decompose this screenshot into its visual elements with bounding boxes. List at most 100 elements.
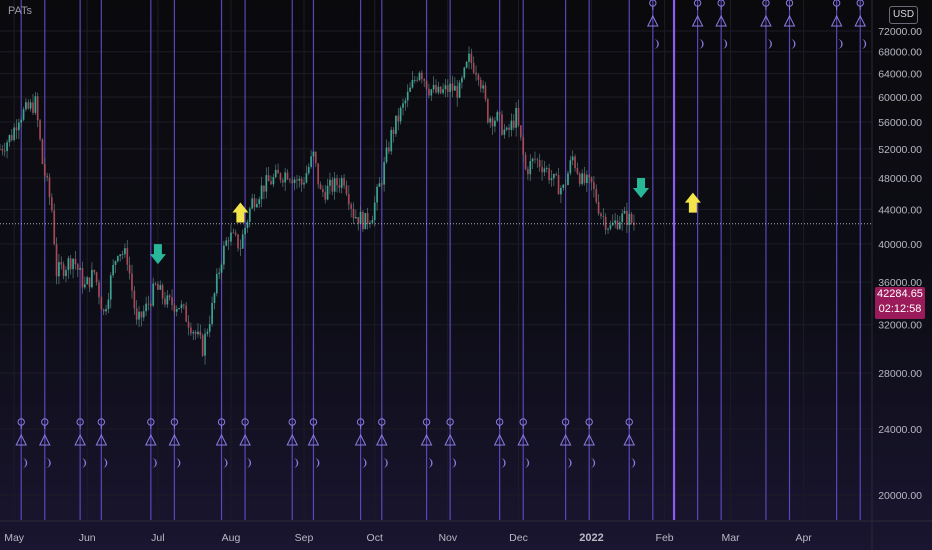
sell-arrow <box>149 244 166 265</box>
candle-body <box>81 268 84 288</box>
candle-body <box>112 265 115 276</box>
candle-body <box>446 85 449 92</box>
candle-body <box>29 102 32 109</box>
moon-symbol <box>293 458 299 468</box>
candle-body <box>74 258 77 265</box>
currency-button[interactable]: USD <box>889 6 918 24</box>
candle-body <box>140 311 143 318</box>
aspect-triangle <box>517 433 530 446</box>
candle-body <box>284 172 287 183</box>
candle-body <box>486 99 489 123</box>
symbol-stack-lower <box>74 418 87 468</box>
candle-body <box>420 72 423 80</box>
candle-body <box>590 177 593 183</box>
symbol-stack-upper <box>715 0 728 49</box>
bar-countdown: 02:12:58 <box>878 303 922 315</box>
candle-body <box>272 177 275 185</box>
candle-body <box>489 118 492 123</box>
candle-body <box>206 331 209 334</box>
candle-body <box>20 119 23 123</box>
symbol-stack-lower <box>375 418 388 468</box>
candle-body <box>10 135 13 141</box>
planet-symbol <box>97 418 106 426</box>
symbol-stack-lower <box>15 418 28 468</box>
candle-body <box>72 258 74 270</box>
candle-body <box>232 232 235 234</box>
candle-body <box>364 213 367 230</box>
aspect-triangle <box>559 433 572 446</box>
candle-body <box>274 169 277 178</box>
aspect-triangle <box>168 433 181 446</box>
candle-body <box>387 147 390 152</box>
candle-body <box>277 169 279 174</box>
candle-body <box>197 331 199 335</box>
candle-body <box>258 199 261 204</box>
candle-body <box>432 84 435 90</box>
symbol-stack-upper <box>854 0 867 49</box>
symbol-stack-lower <box>559 418 572 468</box>
candle-body <box>6 142 8 152</box>
candle-body <box>36 96 39 121</box>
candle-body <box>102 309 105 312</box>
candle-body <box>548 168 551 181</box>
symbol-stack-upper <box>691 0 704 49</box>
aspect-triangle <box>145 433 157 446</box>
candle-body <box>560 187 562 195</box>
candle-body <box>564 184 567 186</box>
candle-body <box>194 332 197 335</box>
candle-body <box>145 303 148 312</box>
y-tick-label: 68000.00 <box>878 47 922 59</box>
symbol-stack-lower <box>239 418 252 468</box>
y-tick-label: 44000.00 <box>878 204 922 216</box>
planet-symbol <box>170 418 179 426</box>
candle-body <box>442 89 444 94</box>
symbol-stack-lower <box>168 418 181 468</box>
candle-body <box>107 299 110 310</box>
y-tick-label: 48000.00 <box>878 173 922 185</box>
candle-body <box>298 178 301 181</box>
moon-symbol <box>222 458 228 468</box>
candle-body <box>185 305 188 322</box>
candle-body <box>234 232 237 235</box>
candle-body <box>576 168 579 174</box>
y-tick-label: 72000.00 <box>878 26 922 38</box>
candle-body <box>227 240 230 242</box>
planet-symbol <box>288 418 296 426</box>
candle-body <box>552 173 555 179</box>
candle-body <box>413 79 416 81</box>
candle-body <box>581 173 584 185</box>
candle-body <box>157 283 159 290</box>
candle-body <box>333 178 336 192</box>
candle-body <box>83 284 86 288</box>
moon-symbol <box>102 458 108 468</box>
candle-body <box>484 85 487 100</box>
candle-body <box>338 185 341 188</box>
candle-body <box>25 102 27 110</box>
y-tick-label: 52000.00 <box>878 144 922 156</box>
planet-symbol <box>625 418 633 426</box>
candle-body <box>449 83 452 92</box>
y-tick-label: 28000.00 <box>878 368 922 380</box>
candle-body <box>161 285 164 299</box>
candle-body <box>55 244 58 277</box>
candle-body <box>354 217 357 219</box>
symbol-stack-lower <box>307 418 320 468</box>
aspect-triangle <box>286 433 299 446</box>
symbol-stack-lower <box>354 418 367 468</box>
y-tick-label: 20000.00 <box>878 490 922 502</box>
candle-body <box>50 197 53 211</box>
candle-body <box>569 160 572 174</box>
moon-symbol <box>314 458 320 468</box>
candle-body <box>578 173 581 185</box>
candle-body <box>173 305 176 312</box>
moon-symbol <box>861 39 867 49</box>
moon-symbol <box>766 39 772 49</box>
candle-body <box>383 162 386 185</box>
candle-body <box>213 293 216 303</box>
candle-body <box>614 220 617 223</box>
candle-body <box>248 208 251 222</box>
candle-body <box>557 175 560 195</box>
aspect-triangle <box>583 433 595 446</box>
